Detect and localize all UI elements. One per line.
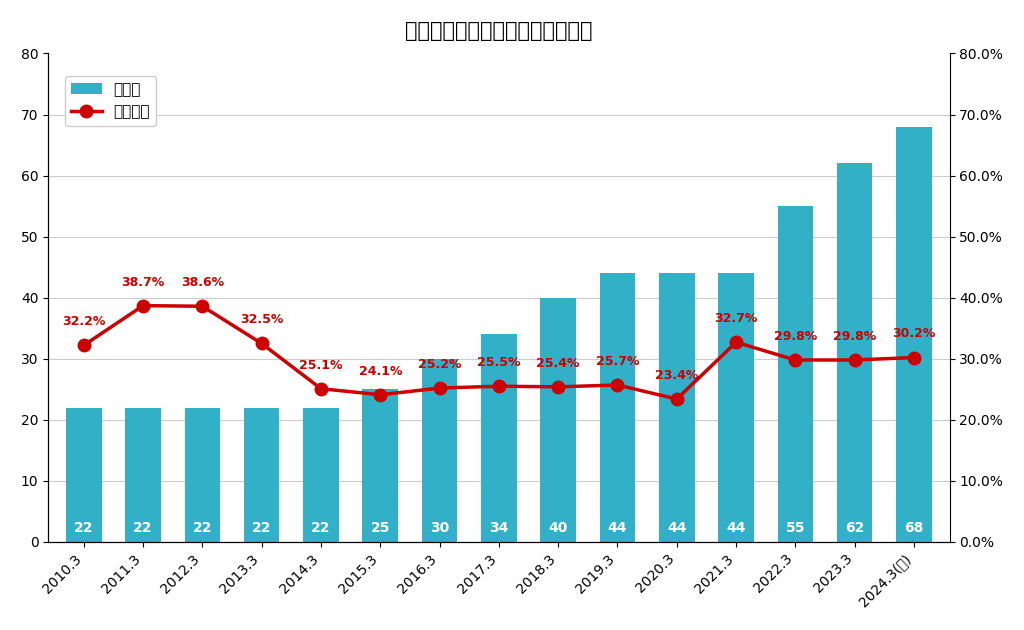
Text: 32.7%: 32.7% — [715, 312, 758, 325]
Text: 38.7%: 38.7% — [122, 275, 165, 289]
Text: 29.8%: 29.8% — [774, 330, 817, 343]
Text: 22: 22 — [74, 520, 93, 535]
Bar — [659, 273, 694, 542]
Text: 44: 44 — [667, 520, 686, 535]
Text: 44: 44 — [726, 520, 745, 535]
Text: 68: 68 — [904, 520, 924, 535]
Bar — [184, 408, 220, 542]
Text: 25.1%: 25.1% — [299, 358, 343, 372]
Bar — [777, 206, 813, 542]
Text: 32.5%: 32.5% — [240, 313, 284, 326]
Bar — [244, 408, 280, 542]
Bar — [541, 298, 575, 542]
Bar — [600, 273, 635, 542]
Bar — [303, 408, 339, 542]
Text: 25.2%: 25.2% — [418, 358, 462, 371]
Text: 32.2%: 32.2% — [62, 315, 105, 328]
Text: 55: 55 — [785, 520, 805, 535]
Text: 23.4%: 23.4% — [655, 369, 698, 382]
Legend: 配当金, 配当性向: 配当金, 配当性向 — [65, 76, 157, 125]
Text: 25.5%: 25.5% — [477, 356, 520, 369]
Text: 29.8%: 29.8% — [834, 330, 877, 343]
Text: 22: 22 — [252, 520, 271, 535]
Text: 24.1%: 24.1% — [358, 365, 402, 377]
Text: 62: 62 — [845, 520, 864, 535]
Bar — [837, 163, 872, 542]
Bar — [896, 127, 932, 542]
Text: 22: 22 — [193, 520, 212, 535]
Text: 25.4%: 25.4% — [537, 357, 580, 370]
Text: 38.6%: 38.6% — [181, 276, 224, 289]
Text: 44: 44 — [607, 520, 628, 535]
Text: 30: 30 — [430, 520, 450, 535]
Bar — [422, 358, 458, 542]
Text: 40: 40 — [549, 520, 568, 535]
Bar — [362, 389, 398, 542]
Bar — [66, 408, 101, 542]
Title: 「配当金」・「配当性向」の推移: 「配当金」・「配当性向」の推移 — [406, 21, 593, 41]
Text: 25.7%: 25.7% — [596, 355, 639, 368]
Bar — [481, 335, 517, 542]
Text: 30.2%: 30.2% — [892, 328, 936, 340]
Bar — [718, 273, 754, 542]
Text: 25: 25 — [371, 520, 390, 535]
Text: 22: 22 — [133, 520, 153, 535]
Text: 34: 34 — [489, 520, 509, 535]
Text: 22: 22 — [311, 520, 331, 535]
Bar — [125, 408, 161, 542]
